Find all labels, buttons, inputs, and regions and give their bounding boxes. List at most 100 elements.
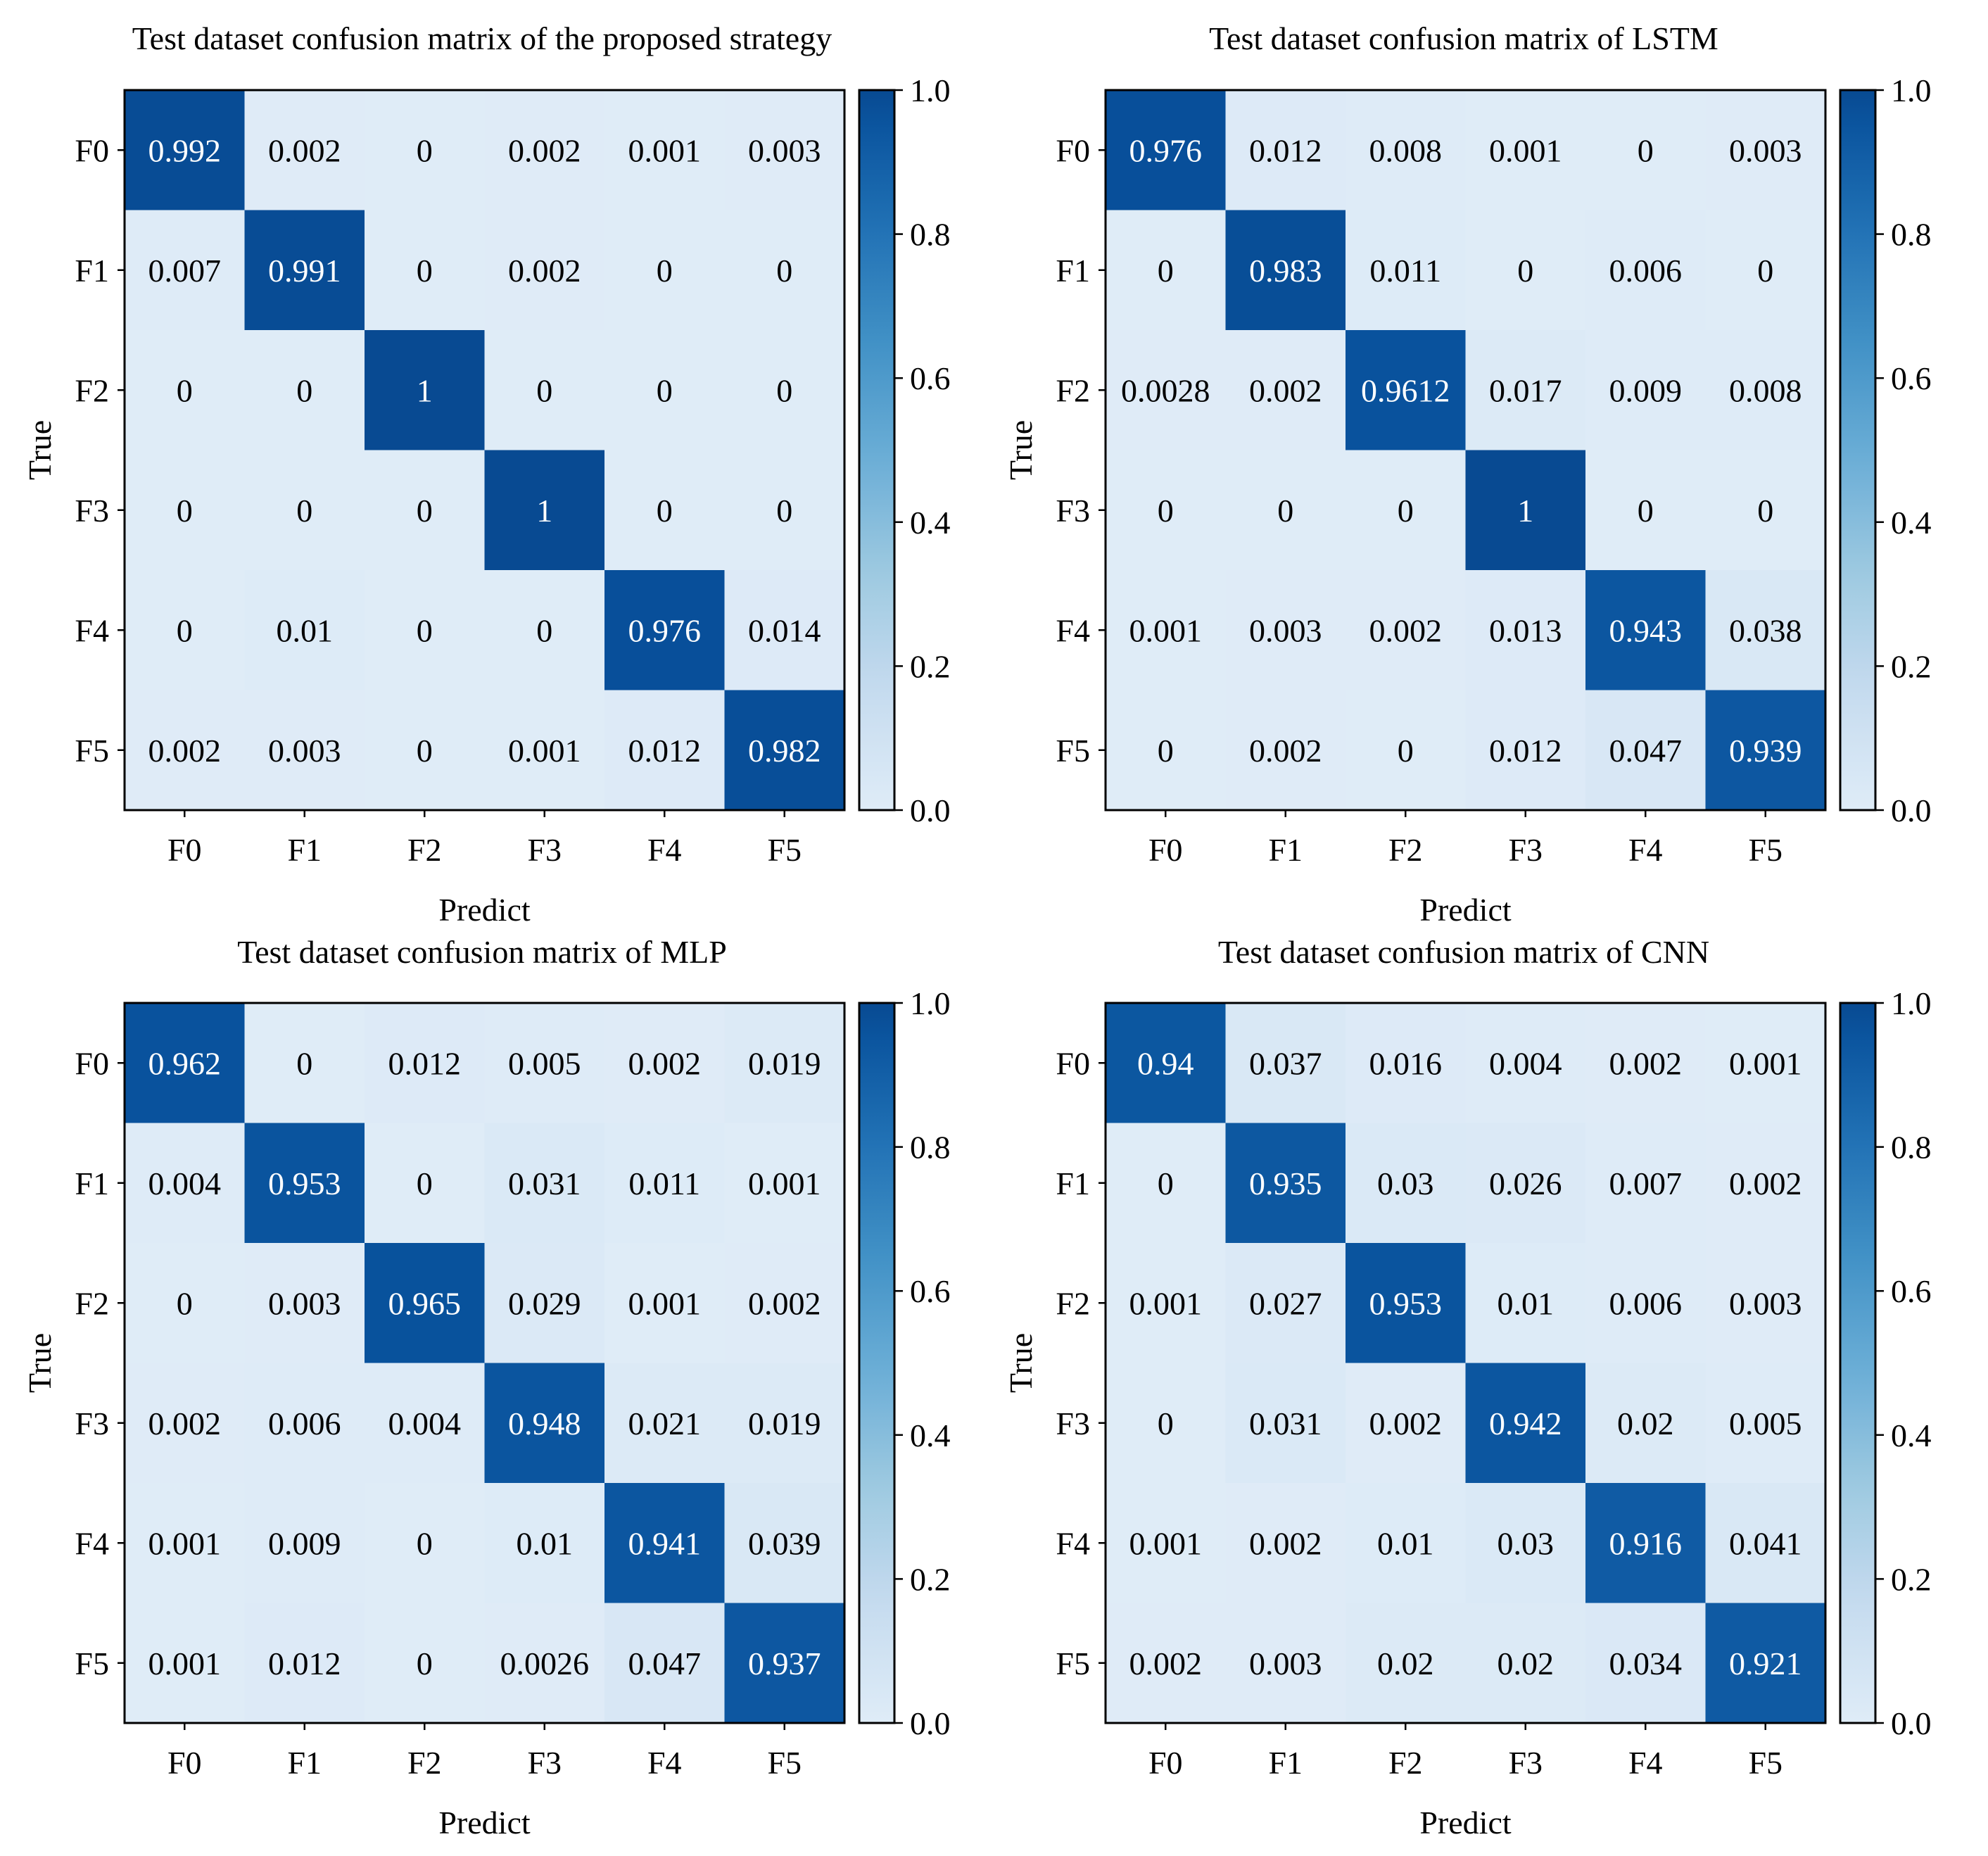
y-tick-label: F5 — [1056, 1646, 1090, 1681]
matrix-frame — [123, 1002, 846, 1724]
matrix-cell — [724, 1003, 845, 1124]
matrix-cell — [1346, 90, 1467, 211]
matrix-cell — [1705, 570, 1826, 691]
cell-value-label: 0.009 — [268, 1525, 341, 1561]
colorbar-tick-label: 0.0 — [1891, 793, 1932, 828]
panel-title: Test dataset confusion matrix of LSTM — [1209, 20, 1718, 56]
y-tick-label: F0 — [75, 132, 109, 168]
x-tick-label: F3 — [527, 1745, 562, 1781]
matrix-cell — [1346, 1243, 1467, 1364]
x-tick-label: F1 — [287, 832, 322, 868]
colorbar-tick-label: 0.0 — [910, 793, 951, 828]
matrix-cell — [1346, 1483, 1467, 1604]
cell-value-label: 0.003 — [1249, 612, 1322, 648]
cell-value-label: 0 — [776, 253, 792, 289]
cell-value-label: 0.014 — [748, 612, 821, 648]
matrix-cell — [1346, 330, 1467, 451]
matrix-cell — [244, 1483, 365, 1604]
colorbar-tick-label: 0.0 — [1891, 1705, 1932, 1741]
colorbar-tick-label: 0.4 — [910, 505, 951, 541]
matrix-cell — [1106, 1123, 1227, 1244]
cell-value-label: 0.012 — [1249, 132, 1322, 168]
cell-value-label: 0.03 — [1377, 1166, 1434, 1201]
cell-value-label: 0.94 — [1137, 1045, 1194, 1081]
cell-value-label: 0.008 — [1369, 132, 1443, 168]
matrix-cell — [724, 570, 845, 691]
matrix-cell — [724, 1603, 845, 1724]
matrix-cell — [604, 1003, 726, 1124]
colorbar-tick-label: 0.0 — [910, 1705, 951, 1741]
matrix-cell — [1585, 1123, 1707, 1244]
cell-value-label: 0.001 — [508, 733, 581, 769]
cell-value-label: 0 — [1158, 1406, 1174, 1441]
matrix-cell — [1705, 210, 1826, 331]
cell-value-label: 0.002 — [1129, 1646, 1203, 1681]
cell-value-label: 0.005 — [508, 1045, 581, 1081]
y-tick-label: F2 — [1056, 1285, 1090, 1321]
matrix-cell — [1346, 1003, 1467, 1124]
cell-value-label: 0.001 — [628, 132, 702, 168]
cell-value-label: 0.011 — [628, 1166, 700, 1201]
cell-value-label: 0 — [417, 132, 433, 168]
cell-value-label: 1 — [417, 372, 433, 408]
matrix-cell — [604, 690, 726, 811]
cell-value-label: 0.002 — [1609, 1045, 1683, 1081]
matrix-frame — [1104, 89, 1827, 812]
confusion-matrix-panel-2: Test dataset confusion matrix of LSTM 0.9… — [1003, 20, 1932, 928]
colorbar-gradient — [1839, 89, 1877, 812]
matrix-cell — [125, 1123, 246, 1244]
cell-value-label: 0 — [417, 1166, 433, 1201]
matrix-cell — [244, 1243, 365, 1364]
matrix-cell — [125, 210, 246, 331]
x-axis-label: Predict — [1419, 1805, 1512, 1841]
matrix-cell — [1585, 570, 1707, 691]
cell-value-label: 0.027 — [1249, 1285, 1322, 1321]
cell-value-label: 0.9612 — [1361, 372, 1450, 408]
colorbar-tick-label: 0.6 — [910, 360, 951, 396]
cell-value-label: 0.003 — [1729, 132, 1802, 168]
cell-value-label: 0.004 — [148, 1166, 222, 1201]
y-tick-label: F1 — [75, 253, 109, 289]
matrix-cell — [1465, 1123, 1586, 1244]
matrix-cell — [604, 450, 726, 571]
x-tick-label: F1 — [1268, 832, 1303, 868]
matrix-cell — [1225, 450, 1346, 571]
colorbar-gradient — [858, 89, 896, 812]
cell-value-label: 1 — [1517, 493, 1533, 529]
cell-value-label: 0.953 — [268, 1166, 341, 1201]
matrix-cell — [244, 1123, 365, 1244]
matrix-cell — [1106, 690, 1227, 811]
cell-value-label: 0.02 — [1498, 1646, 1555, 1681]
x-tick-label: F5 — [1748, 832, 1783, 868]
matrix-cell — [604, 90, 726, 211]
y-tick-label: F3 — [75, 493, 109, 529]
matrix-cell — [1225, 1363, 1346, 1484]
x-tick-label: F0 — [1148, 1745, 1183, 1781]
matrix-cell — [1106, 1243, 1227, 1364]
cell-value-label: 0.002 — [148, 733, 222, 769]
cell-value-label: 0.034 — [1609, 1646, 1683, 1681]
matrix-cell — [1465, 1483, 1586, 1604]
cell-value-label: 0.983 — [1249, 253, 1322, 289]
matrix-cell — [484, 690, 605, 811]
matrix-cell — [1585, 450, 1707, 571]
matrix-cell — [724, 210, 845, 331]
matrix-cell — [365, 330, 486, 451]
matrix-cell — [724, 330, 845, 451]
matrix-cell — [1465, 1003, 1586, 1124]
cell-value-label: 0.003 — [1729, 1285, 1802, 1321]
cell-value-label: 0.012 — [628, 733, 702, 769]
matrix-cell — [604, 210, 726, 331]
matrix-cell — [365, 570, 486, 691]
cell-value-label: 0 — [657, 372, 673, 408]
cell-value-label: 0.916 — [1609, 1525, 1683, 1561]
matrix-cell — [125, 690, 246, 811]
matrix-cell — [1225, 90, 1346, 211]
cell-value-label: 0.002 — [508, 253, 581, 289]
cell-value-label: 0 — [177, 1285, 193, 1321]
y-tick-label: F3 — [1056, 493, 1090, 529]
matrix-cell — [484, 210, 605, 331]
y-tick-label: F5 — [75, 1646, 109, 1681]
colorbar-gradient — [1839, 1002, 1877, 1724]
cell-value-label: 0 — [177, 493, 193, 529]
